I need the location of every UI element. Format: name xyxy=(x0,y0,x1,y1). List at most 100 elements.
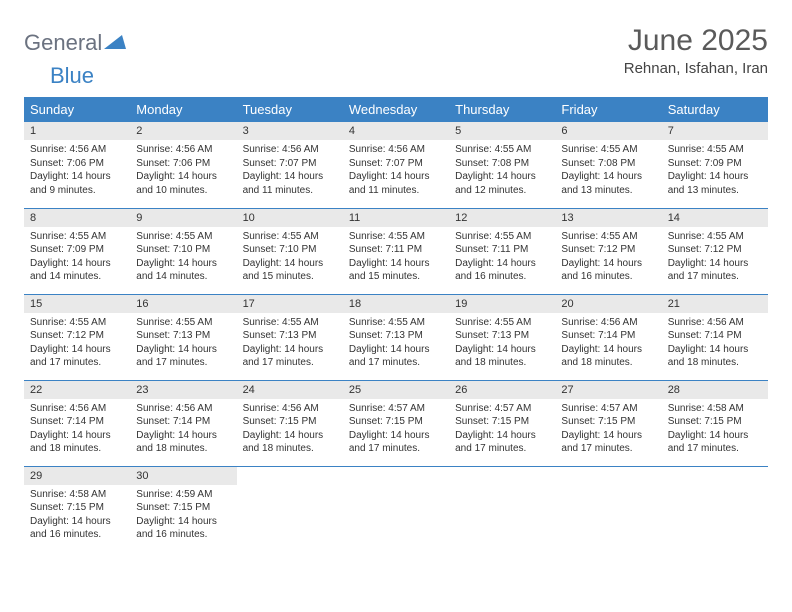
calendar-cell: 12Sunrise: 4:55 AMSunset: 7:11 PMDayligh… xyxy=(449,208,555,294)
calendar-row: 1Sunrise: 4:56 AMSunset: 7:06 PMDaylight… xyxy=(24,122,768,208)
day-details: Sunrise: 4:56 AMSunset: 7:14 PMDaylight:… xyxy=(555,313,661,376)
day-details: Sunrise: 4:56 AMSunset: 7:07 PMDaylight:… xyxy=(237,140,343,203)
sunset-line: Sunset: 7:10 PM xyxy=(243,243,337,257)
day-details: Sunrise: 4:55 AMSunset: 7:13 PMDaylight:… xyxy=(130,313,236,376)
day-number: 26 xyxy=(449,381,555,399)
sunrise-line: Sunrise: 4:55 AM xyxy=(561,230,655,244)
sunrise-line: Sunrise: 4:55 AM xyxy=(136,316,230,330)
weekday-header: Sunday xyxy=(24,97,130,122)
day-details: Sunrise: 4:55 AMSunset: 7:13 PMDaylight:… xyxy=(343,313,449,376)
day-details: Sunrise: 4:56 AMSunset: 7:06 PMDaylight:… xyxy=(24,140,130,203)
daylight-line: Daylight: 14 hours and 14 minutes. xyxy=(30,257,124,284)
sunset-line: Sunset: 7:14 PM xyxy=(30,415,124,429)
calendar-cell: 25Sunrise: 4:57 AMSunset: 7:15 PMDayligh… xyxy=(343,380,449,466)
sunrise-line: Sunrise: 4:55 AM xyxy=(561,143,655,157)
day-number: 3 xyxy=(237,122,343,140)
weekday-header-row: Sunday Monday Tuesday Wednesday Thursday… xyxy=(24,97,768,122)
day-number: 17 xyxy=(237,295,343,313)
day-number: 1 xyxy=(24,122,130,140)
calendar-cell: 26Sunrise: 4:57 AMSunset: 7:15 PMDayligh… xyxy=(449,380,555,466)
weekday-header: Saturday xyxy=(662,97,768,122)
calendar-cell xyxy=(662,466,768,552)
sunrise-line: Sunrise: 4:55 AM xyxy=(243,230,337,244)
calendar-cell: 20Sunrise: 4:56 AMSunset: 7:14 PMDayligh… xyxy=(555,294,661,380)
calendar-cell: 16Sunrise: 4:55 AMSunset: 7:13 PMDayligh… xyxy=(130,294,236,380)
weekday-header: Friday xyxy=(555,97,661,122)
sunrise-line: Sunrise: 4:55 AM xyxy=(668,143,762,157)
sunrise-line: Sunrise: 4:56 AM xyxy=(30,402,124,416)
sunset-line: Sunset: 7:09 PM xyxy=(668,157,762,171)
calendar-cell: 6Sunrise: 4:55 AMSunset: 7:08 PMDaylight… xyxy=(555,122,661,208)
sunrise-line: Sunrise: 4:55 AM xyxy=(455,143,549,157)
sunset-line: Sunset: 7:10 PM xyxy=(136,243,230,257)
sunset-line: Sunset: 7:15 PM xyxy=(349,415,443,429)
calendar-cell: 19Sunrise: 4:55 AMSunset: 7:13 PMDayligh… xyxy=(449,294,555,380)
day-details: Sunrise: 4:55 AMSunset: 7:12 PMDaylight:… xyxy=(24,313,130,376)
sunrise-line: Sunrise: 4:55 AM xyxy=(349,316,443,330)
calendar-cell: 27Sunrise: 4:57 AMSunset: 7:15 PMDayligh… xyxy=(555,380,661,466)
day-details: Sunrise: 4:57 AMSunset: 7:15 PMDaylight:… xyxy=(343,399,449,462)
sunrise-line: Sunrise: 4:56 AM xyxy=(136,402,230,416)
day-details: Sunrise: 4:55 AMSunset: 7:12 PMDaylight:… xyxy=(662,227,768,290)
day-details: Sunrise: 4:55 AMSunset: 7:11 PMDaylight:… xyxy=(449,227,555,290)
day-number: 12 xyxy=(449,209,555,227)
calendar-cell xyxy=(237,466,343,552)
sunset-line: Sunset: 7:15 PM xyxy=(136,501,230,515)
sunrise-line: Sunrise: 4:56 AM xyxy=(349,143,443,157)
sunset-line: Sunset: 7:11 PM xyxy=(455,243,549,257)
sunset-line: Sunset: 7:08 PM xyxy=(455,157,549,171)
daylight-line: Daylight: 14 hours and 18 minutes. xyxy=(30,429,124,456)
day-details: Sunrise: 4:57 AMSunset: 7:15 PMDaylight:… xyxy=(555,399,661,462)
day-details: Sunrise: 4:55 AMSunset: 7:09 PMDaylight:… xyxy=(24,227,130,290)
calendar-table: Sunday Monday Tuesday Wednesday Thursday… xyxy=(24,97,768,552)
page-title: June 2025 xyxy=(624,24,768,58)
day-number: 13 xyxy=(555,209,661,227)
daylight-line: Daylight: 14 hours and 17 minutes. xyxy=(561,429,655,456)
day-number: 10 xyxy=(237,209,343,227)
sunset-line: Sunset: 7:15 PM xyxy=(561,415,655,429)
day-number: 16 xyxy=(130,295,236,313)
day-details: Sunrise: 4:56 AMSunset: 7:14 PMDaylight:… xyxy=(130,399,236,462)
daylight-line: Daylight: 14 hours and 17 minutes. xyxy=(349,429,443,456)
sunrise-line: Sunrise: 4:58 AM xyxy=(30,488,124,502)
sunrise-line: Sunrise: 4:56 AM xyxy=(136,143,230,157)
day-number: 4 xyxy=(343,122,449,140)
sunrise-line: Sunrise: 4:55 AM xyxy=(455,230,549,244)
calendar-row: 29Sunrise: 4:58 AMSunset: 7:15 PMDayligh… xyxy=(24,466,768,552)
daylight-line: Daylight: 14 hours and 15 minutes. xyxy=(243,257,337,284)
day-details: Sunrise: 4:57 AMSunset: 7:15 PMDaylight:… xyxy=(449,399,555,462)
sunset-line: Sunset: 7:09 PM xyxy=(30,243,124,257)
sunrise-line: Sunrise: 4:55 AM xyxy=(668,230,762,244)
day-number: 22 xyxy=(24,381,130,399)
calendar-cell xyxy=(343,466,449,552)
daylight-line: Daylight: 14 hours and 18 minutes. xyxy=(561,343,655,370)
calendar-cell: 15Sunrise: 4:55 AMSunset: 7:12 PMDayligh… xyxy=(24,294,130,380)
calendar-row: 8Sunrise: 4:55 AMSunset: 7:09 PMDaylight… xyxy=(24,208,768,294)
day-details: Sunrise: 4:56 AMSunset: 7:14 PMDaylight:… xyxy=(24,399,130,462)
calendar-cell: 22Sunrise: 4:56 AMSunset: 7:14 PMDayligh… xyxy=(24,380,130,466)
sunrise-line: Sunrise: 4:57 AM xyxy=(455,402,549,416)
daylight-line: Daylight: 14 hours and 12 minutes. xyxy=(455,170,549,197)
sunset-line: Sunset: 7:15 PM xyxy=(668,415,762,429)
daylight-line: Daylight: 14 hours and 9 minutes. xyxy=(30,170,124,197)
day-details: Sunrise: 4:58 AMSunset: 7:15 PMDaylight:… xyxy=(24,485,130,548)
calendar-cell: 29Sunrise: 4:58 AMSunset: 7:15 PMDayligh… xyxy=(24,466,130,552)
day-number: 6 xyxy=(555,122,661,140)
weekday-header: Wednesday xyxy=(343,97,449,122)
daylight-line: Daylight: 14 hours and 11 minutes. xyxy=(349,170,443,197)
daylight-line: Daylight: 14 hours and 15 minutes. xyxy=(349,257,443,284)
calendar-cell: 9Sunrise: 4:55 AMSunset: 7:10 PMDaylight… xyxy=(130,208,236,294)
logo-text-general: General xyxy=(24,30,102,56)
day-number: 20 xyxy=(555,295,661,313)
daylight-line: Daylight: 14 hours and 17 minutes. xyxy=(243,343,337,370)
sunrise-line: Sunrise: 4:56 AM xyxy=(668,316,762,330)
day-number: 25 xyxy=(343,381,449,399)
daylight-line: Daylight: 14 hours and 17 minutes. xyxy=(30,343,124,370)
logo-triangle-icon xyxy=(104,33,126,54)
day-details: Sunrise: 4:56 AMSunset: 7:15 PMDaylight:… xyxy=(237,399,343,462)
calendar-row: 15Sunrise: 4:55 AMSunset: 7:12 PMDayligh… xyxy=(24,294,768,380)
daylight-line: Daylight: 14 hours and 13 minutes. xyxy=(561,170,655,197)
day-number: 5 xyxy=(449,122,555,140)
day-number: 23 xyxy=(130,381,236,399)
sunset-line: Sunset: 7:14 PM xyxy=(668,329,762,343)
